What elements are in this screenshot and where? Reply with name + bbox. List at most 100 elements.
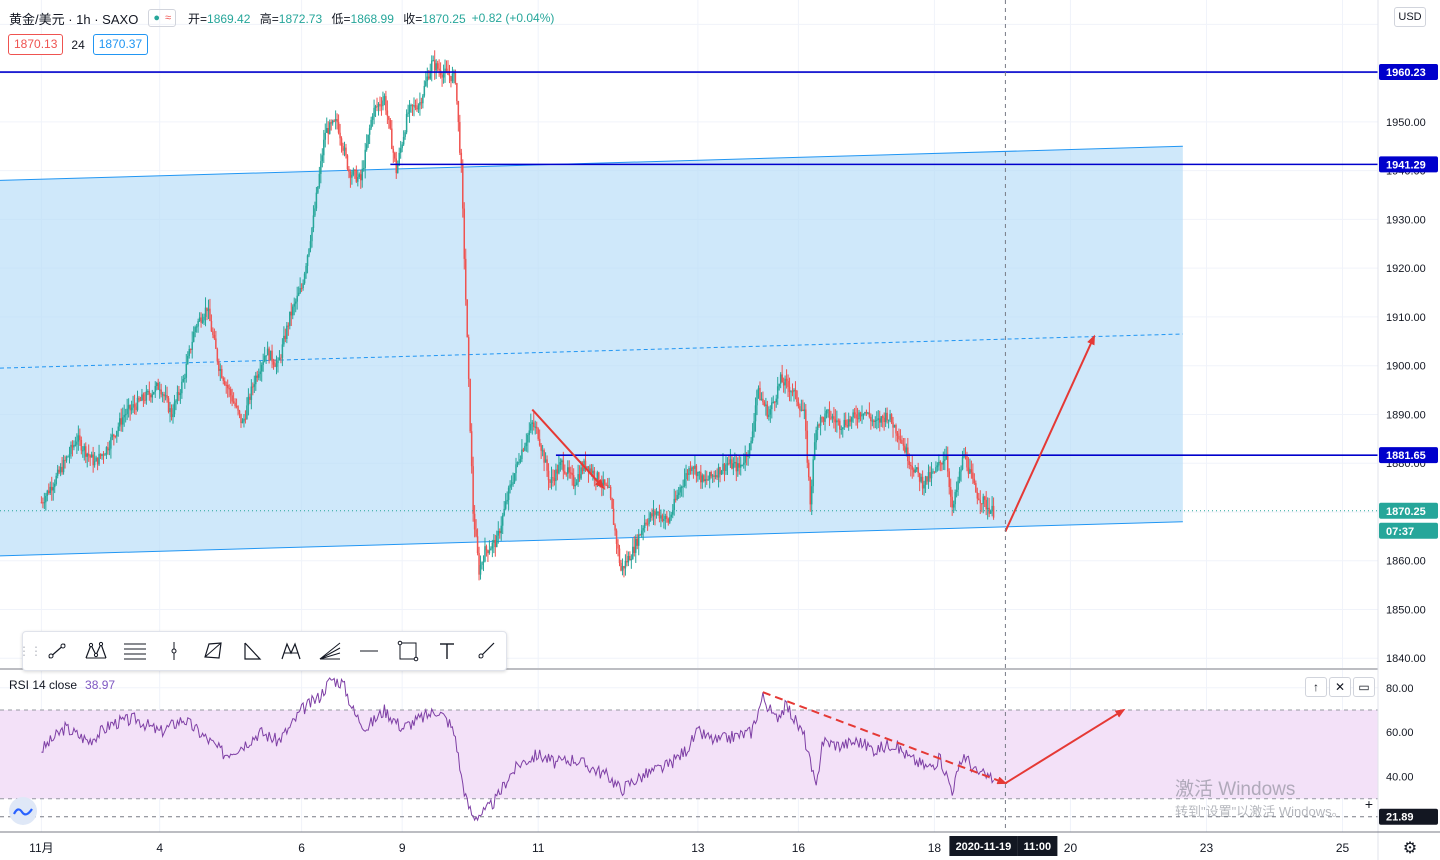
candle-down — [992, 497, 995, 520]
candle-down — [787, 374, 789, 398]
rsi-name[interactable]: RSI 14 close — [9, 678, 78, 692]
candle-down — [166, 386, 168, 403]
candle-up — [772, 395, 775, 404]
candle-body — [781, 374, 783, 383]
status-dot-icon: ● — [153, 12, 160, 24]
candle-body — [83, 446, 86, 451]
candle-down — [473, 505, 476, 538]
candle-up — [694, 455, 696, 475]
eye-toggle-icon[interactable]: ● ≈ — [148, 9, 177, 27]
trend-line-icon[interactable] — [37, 632, 76, 670]
candle-body — [330, 122, 332, 124]
candle-down — [981, 503, 983, 513]
candle-body — [53, 483, 56, 488]
candle-body — [782, 382, 785, 386]
candle-body — [113, 434, 115, 437]
toolbar-grip-icon[interactable]: ⋮⋮ — [18, 644, 42, 658]
candle-up — [435, 59, 437, 79]
rectangle-icon[interactable] — [388, 632, 427, 670]
candle-up — [954, 489, 956, 511]
candle-down — [228, 384, 230, 398]
candle-body — [349, 171, 352, 178]
candle-down — [543, 448, 545, 472]
head-shoulders-icon[interactable] — [271, 632, 310, 670]
text-icon[interactable] — [427, 632, 466, 670]
channel-lower-line — [0, 521, 1183, 557]
candle-up — [198, 312, 201, 322]
candle-down — [791, 383, 794, 397]
candle-body — [487, 550, 489, 554]
candle-body — [501, 515, 504, 526]
candle-body — [464, 258, 467, 300]
candle-down — [910, 462, 912, 477]
maximize-pane-button[interactable]: ▭ — [1353, 677, 1375, 697]
candle-body — [490, 548, 492, 551]
gear-icon[interactable]: ⚙ — [1402, 840, 1418, 857]
candle-up — [259, 361, 261, 381]
candle-body — [632, 546, 634, 559]
candle-body — [673, 498, 675, 511]
candle-down — [469, 378, 471, 434]
fib-fan-icon[interactable] — [310, 632, 349, 670]
candle-up — [880, 415, 882, 427]
candle-up — [192, 326, 195, 343]
candle-body — [354, 169, 356, 171]
candle-body — [327, 128, 329, 134]
candle-up — [930, 462, 933, 487]
candle-up — [67, 455, 69, 458]
horizontal-ray-icon[interactable] — [349, 632, 388, 670]
candle-body — [660, 515, 662, 519]
candle-body — [763, 402, 766, 406]
candle-body — [759, 387, 761, 401]
candle-body — [664, 515, 667, 519]
tradingview-logo-icon[interactable] — [9, 797, 37, 825]
candle-down — [235, 398, 238, 409]
candle-up — [303, 271, 306, 285]
time-tick-label: 6 — [298, 841, 305, 855]
candle-down — [578, 465, 581, 482]
candle-body — [305, 265, 307, 274]
move-pane-up-button[interactable]: ↑ — [1305, 677, 1327, 697]
candle-down — [703, 474, 705, 483]
price-tick-label: 1890.00 — [1386, 409, 1426, 421]
add-plus-icon[interactable]: + — [1364, 796, 1374, 812]
vertical-line-icon[interactable] — [154, 632, 193, 670]
close-pane-button[interactable]: ✕ — [1329, 677, 1351, 697]
candle-body — [56, 469, 59, 476]
candle-up — [289, 311, 291, 330]
candle-down — [389, 117, 392, 130]
fib-retracement-icon[interactable] — [115, 632, 154, 670]
candle-body — [618, 548, 621, 563]
candle-body — [737, 463, 739, 472]
candle-down — [728, 454, 730, 466]
candle-body — [606, 485, 609, 488]
candle-body — [561, 460, 563, 463]
candle-body — [871, 420, 874, 422]
triangle-icon[interactable] — [232, 632, 271, 670]
candle-body — [231, 395, 233, 402]
candle-body — [494, 540, 497, 548]
candle-body — [191, 341, 193, 350]
candle-down — [436, 60, 439, 72]
xabcd-pattern-icon[interactable] — [76, 632, 115, 670]
symbol-title[interactable]: 黄金/美元 · 1h · SAXO — [9, 11, 139, 27]
candle-body — [460, 152, 463, 166]
sell-price-button[interactable]: 1870.13 — [8, 34, 64, 55]
candle-up — [800, 399, 803, 412]
candle-body — [441, 74, 443, 78]
polygon-icon[interactable] — [193, 632, 232, 670]
ray-icon[interactable] — [466, 632, 505, 670]
candle-up — [945, 446, 948, 460]
candle-body — [810, 486, 813, 505]
candle-down — [633, 536, 636, 557]
candle-up — [516, 461, 519, 468]
currency-button[interactable]: USD — [1394, 7, 1426, 27]
candle-body — [391, 128, 393, 149]
candle-body — [831, 416, 834, 419]
candle-body — [822, 417, 825, 422]
buy-price-button[interactable]: 1870.37 — [92, 34, 149, 55]
candle-body — [720, 470, 723, 475]
candle-body — [263, 355, 266, 362]
candle-down — [213, 328, 216, 341]
